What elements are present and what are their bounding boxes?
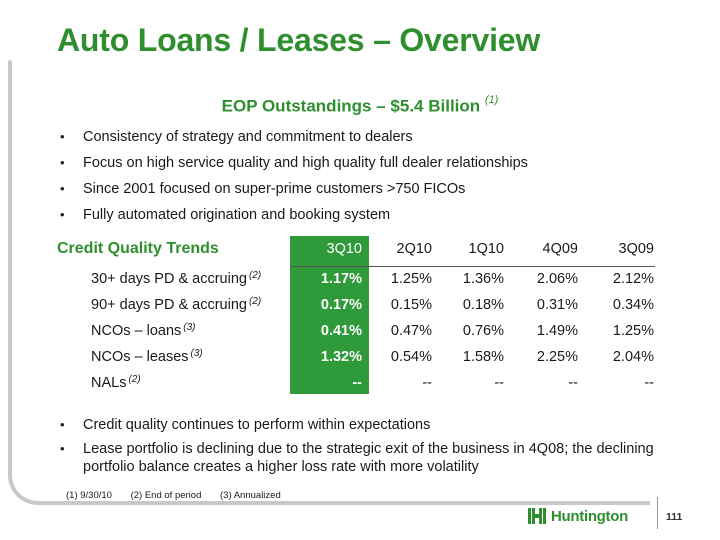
frame-bottom-border bbox=[44, 501, 650, 505]
bullet-item: • Focus on high service quality and high … bbox=[58, 154, 678, 180]
page-number: 111 bbox=[666, 511, 683, 523]
logo-text: Huntington bbox=[551, 507, 628, 525]
table-cell: -- bbox=[568, 375, 578, 391]
table-cell: 1.25% bbox=[612, 323, 654, 339]
table-cell: 1.49% bbox=[536, 323, 578, 339]
bullet-item: • Lease portfolio is declining due to the… bbox=[58, 440, 698, 476]
row-footnote-ref: (2) bbox=[128, 374, 141, 385]
table-cell: 0.54% bbox=[390, 349, 432, 365]
bullet-item: • Since 2001 focused on super-prime custo… bbox=[58, 180, 678, 206]
row-label: NALs (2) bbox=[91, 374, 141, 391]
row-label: NCOs – leases (3) bbox=[91, 348, 203, 365]
table-cell: -- bbox=[494, 375, 504, 391]
table-cell: 0.34% bbox=[612, 297, 654, 313]
bullet-text: Lease portfolio is declining due to the … bbox=[83, 441, 654, 475]
credit-quality-table: 3Q10 2Q10 1Q10 4Q09 3Q09 30+ days PD & a… bbox=[0, 236, 720, 396]
current-quarter-highlight bbox=[290, 236, 369, 394]
table-row: NALs (2) -- -- -- -- -- bbox=[0, 370, 720, 396]
row-label: NCOs – loans (3) bbox=[91, 322, 196, 339]
footnote: (3) Annualized bbox=[220, 490, 281, 501]
table-cell: -- bbox=[644, 375, 654, 391]
huntington-logo-icon bbox=[528, 508, 546, 524]
table-cell: 1.36% bbox=[462, 271, 504, 287]
table-header-rule bbox=[290, 266, 655, 267]
footnote: (2) End of period bbox=[130, 490, 202, 501]
row-footnote-ref: (3) bbox=[183, 322, 196, 333]
column-header: 3Q09 bbox=[618, 241, 654, 257]
table-cell-highlight: 1.32% bbox=[320, 349, 362, 365]
table-row: 30+ days PD & accruing (2) 1.17% 1.25% 1.… bbox=[0, 266, 720, 292]
column-header: 4Q09 bbox=[542, 241, 578, 257]
row-label-text: NCOs – leases bbox=[91, 349, 189, 365]
bullet-text: Fully automated origination and booking … bbox=[83, 207, 391, 223]
bullet-dot-icon: • bbox=[60, 181, 65, 196]
row-footnote-ref: (2) bbox=[248, 296, 262, 307]
row-label-text: 90+ days PD & accruing bbox=[91, 297, 247, 313]
row-label-text: NALs bbox=[91, 375, 127, 391]
table-header-row: 3Q10 2Q10 1Q10 4Q09 3Q09 bbox=[0, 236, 720, 266]
subtitle-footnote-ref: (1) bbox=[484, 94, 499, 106]
row-footnote-ref: (3) bbox=[190, 348, 203, 359]
table-cell-highlight: 0.17% bbox=[320, 297, 362, 313]
subtitle: EOP Outstandings – $5.4 Billion (1) bbox=[0, 94, 720, 117]
conclusion-bullet-list: • Credit quality continues to perform wit… bbox=[58, 416, 698, 482]
table-cell: 2.25% bbox=[536, 349, 578, 365]
footer-divider bbox=[657, 497, 658, 529]
table-cell-highlight: -- bbox=[352, 375, 362, 391]
bullet-text: Consistency of strategy and commitment t… bbox=[83, 129, 413, 145]
footnotes: (1) 9/30/10 (2) End of period (3) Annual… bbox=[66, 490, 297, 501]
row-label-text: NCOs – loans bbox=[91, 323, 182, 339]
table-cell: 0.18% bbox=[462, 297, 504, 313]
bullet-item: • Consistency of strategy and commitment … bbox=[58, 128, 678, 154]
table-cell: -- bbox=[422, 375, 432, 391]
bullet-dot-icon: • bbox=[60, 441, 65, 456]
table-cell: 0.31% bbox=[536, 297, 578, 313]
slide-title: Auto Loans / Leases – Overview bbox=[57, 22, 541, 58]
table-cell: 0.47% bbox=[390, 323, 432, 339]
bullet-dot-icon: • bbox=[60, 129, 65, 144]
bullet-text: Focus on high service quality and high q… bbox=[83, 155, 528, 171]
table-cell: 0.76% bbox=[462, 323, 504, 339]
credit-quality-title: Credit Quality Trends bbox=[57, 240, 219, 257]
row-footnote-ref: (2) bbox=[248, 270, 262, 281]
bullet-dot-icon: • bbox=[60, 155, 65, 170]
bullet-text: Since 2001 focused on super-prime custom… bbox=[83, 181, 466, 197]
table-cell: 2.12% bbox=[612, 271, 654, 287]
frame-corner-curve bbox=[8, 445, 48, 505]
table-cell: 1.58% bbox=[462, 349, 504, 365]
table-row: NCOs – loans (3) 0.41% 0.47% 0.76% 1.49% … bbox=[0, 318, 720, 344]
bullet-text: Credit quality continues to perform with… bbox=[83, 417, 431, 433]
row-label: 30+ days PD & accruing (2) bbox=[91, 270, 262, 287]
column-header: 3Q10 bbox=[326, 241, 362, 257]
bullet-dot-icon: • bbox=[60, 417, 65, 432]
row-label-text: 30+ days PD & accruing bbox=[91, 271, 247, 287]
table-cell: 0.15% bbox=[390, 297, 432, 313]
huntington-logo: Huntington bbox=[527, 505, 628, 527]
column-header: 1Q10 bbox=[468, 241, 504, 257]
table-row: NCOs – leases (3) 1.32% 0.54% 1.58% 2.25%… bbox=[0, 344, 720, 370]
bullet-dot-icon: • bbox=[60, 207, 65, 222]
bullet-list: • Consistency of strategy and commitment … bbox=[58, 128, 678, 232]
footnote: (1) 9/30/10 bbox=[66, 490, 112, 501]
table-cell-highlight: 1.17% bbox=[320, 271, 362, 287]
bullet-item: • Credit quality continues to perform wit… bbox=[58, 416, 698, 434]
table-cell-highlight: 0.41% bbox=[320, 323, 362, 339]
table-cell: 2.04% bbox=[612, 349, 654, 365]
table-cell: 2.06% bbox=[536, 271, 578, 287]
frame-left-border bbox=[8, 60, 12, 468]
table-row: 90+ days PD & accruing (2) 0.17% 0.15% 0.… bbox=[0, 292, 720, 318]
column-header: 2Q10 bbox=[396, 241, 432, 257]
bullet-item: • Fully automated origination and booking… bbox=[58, 206, 678, 232]
table-cell: 1.25% bbox=[390, 271, 432, 287]
row-label: 90+ days PD & accruing (2) bbox=[91, 296, 262, 313]
subtitle-text: EOP Outstandings – $5.4 Billion bbox=[221, 96, 481, 116]
